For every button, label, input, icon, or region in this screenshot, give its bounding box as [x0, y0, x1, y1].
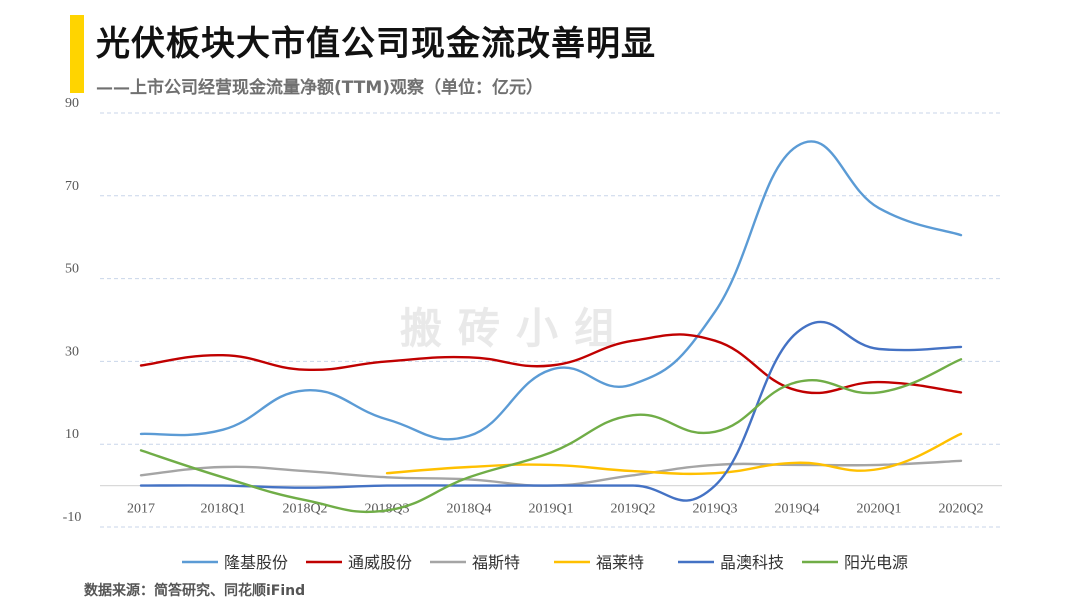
x-tick-label: 2018Q4 [446, 502, 491, 517]
series-lines [139, 140, 963, 514]
series-line-4 [385, 432, 963, 476]
title-accent-bar [70, 15, 84, 93]
watermark: 搬砖小组 [400, 304, 632, 353]
x-tick-label: 2020Q1 [856, 502, 901, 517]
x-tick-label: 2018Q3 [364, 502, 409, 517]
y-tick-label: -10 [63, 510, 82, 525]
y-tick-label: 10 [65, 427, 79, 442]
grid-lines [100, 112, 1002, 528]
series-line-1 [139, 140, 963, 441]
legend-label: 阳光电源 [844, 553, 908, 572]
legend-label: 福莱特 [596, 553, 644, 572]
chart-subtitle: ——上市公司经营现金流量净额(TTM)观察（单位：亿元） [96, 78, 544, 98]
series-line-2 [139, 333, 963, 395]
series-line-5 [139, 320, 963, 502]
x-tick-label: 2019Q4 [774, 502, 819, 517]
legend-label: 隆基股份 [224, 553, 288, 572]
x-tick-label: 2018Q2 [282, 502, 327, 517]
data-source-note: 数据来源：简答研究、同花顺iFind [84, 583, 306, 599]
y-tick-label: 30 [65, 344, 79, 359]
x-tick-label: 2018Q1 [200, 502, 245, 517]
legend-label: 福斯特 [472, 553, 520, 572]
x-tick-label: 2019Q1 [528, 502, 573, 517]
y-tick-label: 50 [65, 262, 79, 277]
y-tick-label: 90 [65, 96, 79, 111]
series-line-6 [139, 358, 963, 514]
x-tick-label: 2017 [127, 502, 155, 517]
legend-label: 晶澳科技 [720, 553, 784, 572]
y-tick-label: 70 [65, 179, 79, 194]
x-tick-label: 2020Q2 [938, 502, 983, 517]
x-tick-label: 2019Q2 [610, 502, 655, 517]
legend: 隆基股份 通威股份 福斯特 福莱特 晶澳科技 阳光电源 [182, 553, 908, 572]
legend-label: 通威股份 [348, 553, 412, 572]
x-tick-label: 2019Q3 [692, 502, 737, 517]
chart-title: 光伏板块大市值公司现金流改善明显 [96, 24, 656, 64]
